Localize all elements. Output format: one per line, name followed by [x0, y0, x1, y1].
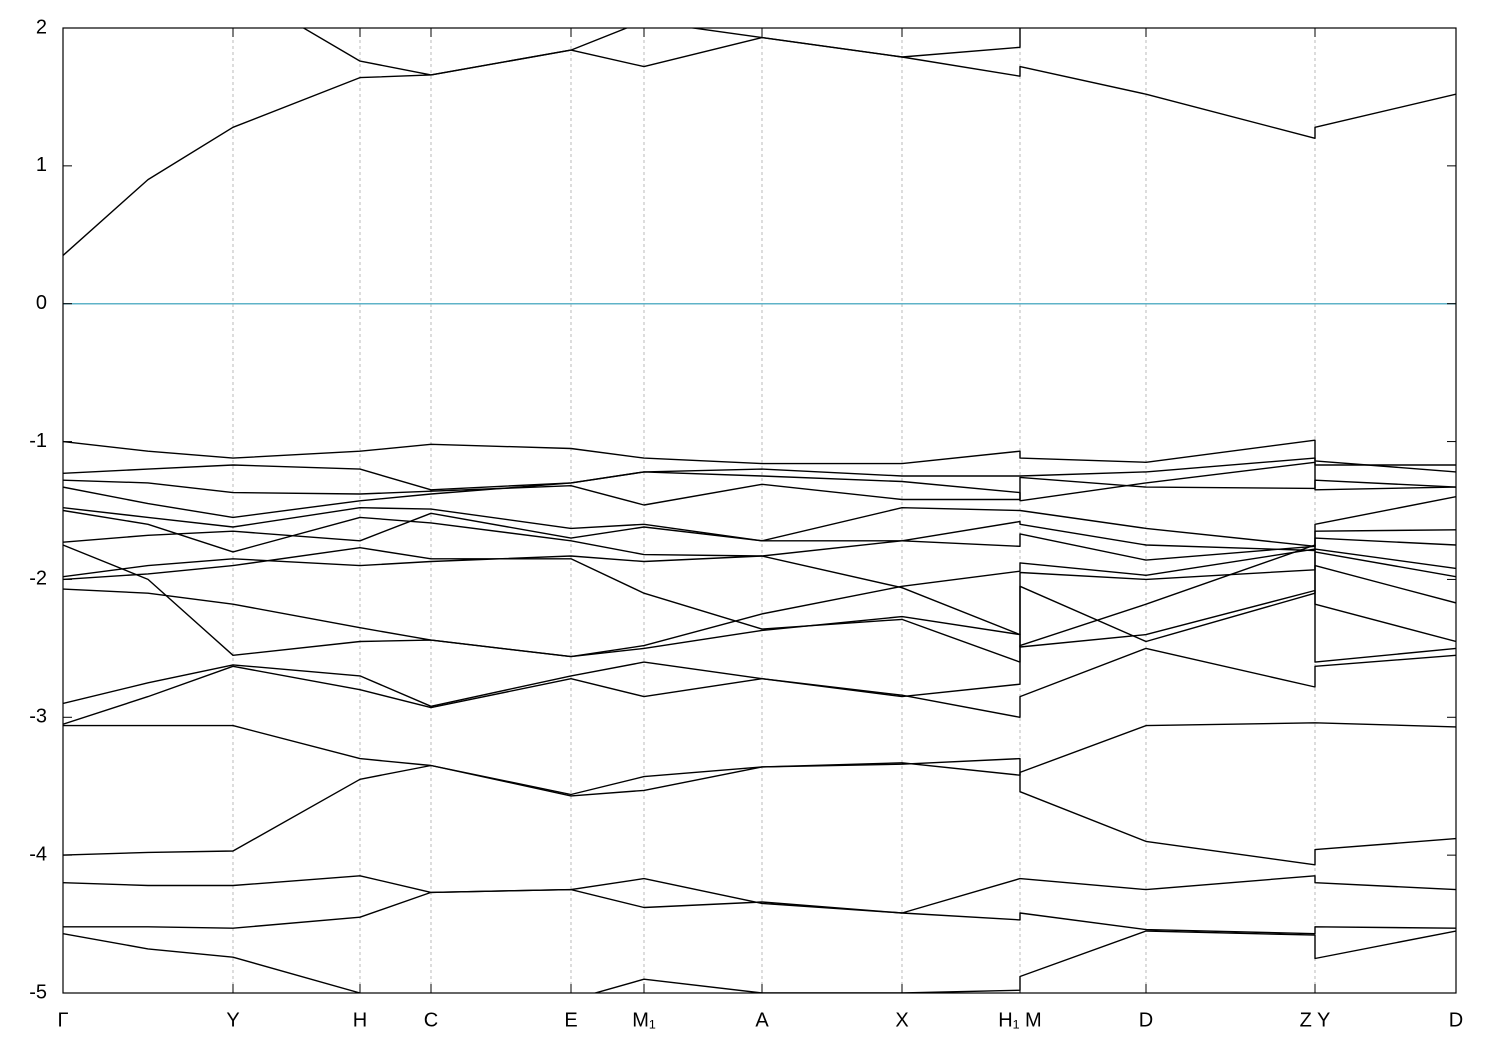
band-line: [63, 930, 1456, 993]
x-tick-label: A: [755, 1009, 769, 1031]
y-tick-label: -2: [29, 568, 47, 590]
band-line: [63, 757, 1456, 866]
band-line: [63, 439, 1456, 466]
band-line: [63, 888, 1456, 935]
band-line: [63, 457, 1456, 491]
bands: [63, 28, 1456, 993]
y-tick-label: 2: [36, 16, 47, 38]
x-tick-label: D: [1449, 1009, 1463, 1031]
y-tick-label: -1: [29, 430, 47, 452]
x-tick-label: C: [424, 1009, 438, 1031]
band-line: [63, 875, 1456, 914]
y-tick-label: -4: [29, 843, 47, 865]
x-tick-label: Γ: [57, 1009, 68, 1031]
x-tick-label: X: [895, 1009, 908, 1031]
x-tick-label: H₁ M: [998, 1009, 1041, 1031]
band-line: [63, 496, 1456, 547]
x-tick-label: Y: [226, 1009, 239, 1031]
y-tick-label: 0: [36, 292, 47, 314]
x-tick-label: Z Y: [1300, 1009, 1331, 1031]
band-line: [63, 512, 1456, 561]
y-tick-label: 1: [36, 154, 47, 176]
band-line: [63, 722, 1456, 796]
band-line: [63, 36, 1456, 257]
band-line: [63, 647, 1456, 725]
band-line: [63, 551, 1456, 636]
x-tick-label: D: [1139, 1009, 1153, 1031]
band-line: [63, 547, 1456, 663]
band-line: [63, 544, 1456, 658]
band-line: [63, 588, 1456, 658]
band-line: [302, 28, 1021, 76]
plot-frame: [62, 27, 1457, 994]
band-line: [63, 544, 1456, 707]
x-tick-label: M₁: [632, 1009, 656, 1031]
y-tick-label: -5: [29, 981, 47, 1003]
y-tick-label: -3: [29, 706, 47, 728]
band-line: [63, 476, 1456, 506]
band-line: [63, 461, 1456, 519]
labels: -5 -4 -3 -2 -1 0 1 2 Γ Y H C E M₁ A X H₁ M D Z Y D: [29, 16, 1463, 1031]
grid: [62, 28, 1457, 993]
x-tick-label: H: [353, 1009, 367, 1031]
x-tick-label: E: [564, 1009, 577, 1031]
band-line: [63, 509, 1456, 557]
